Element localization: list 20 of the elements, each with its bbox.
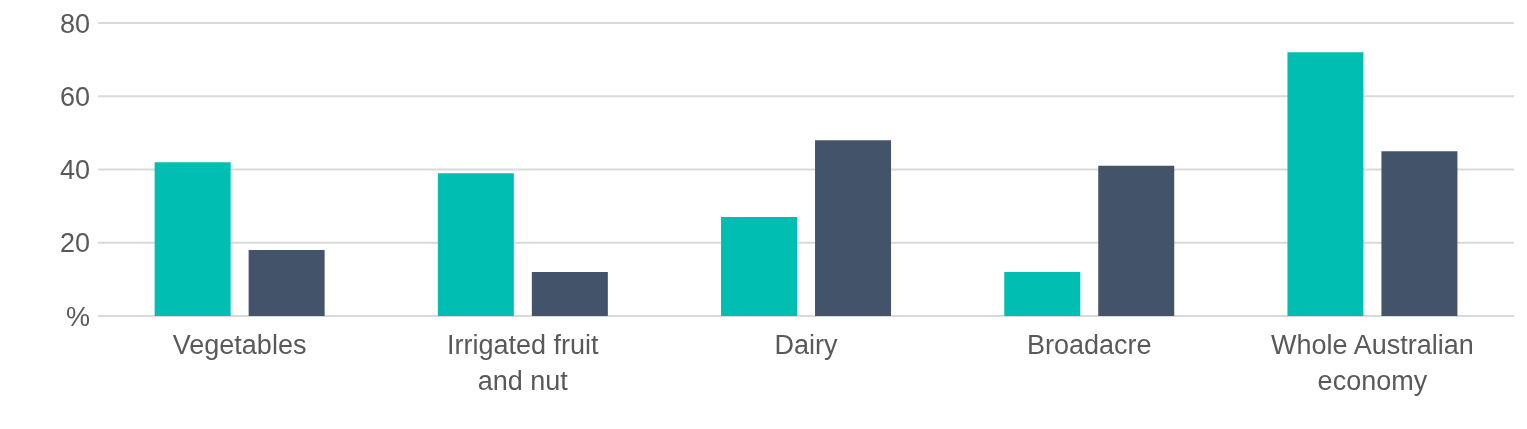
x-tick-label: Vegetables	[172, 330, 307, 360]
x-tick-label: Irrigated fruit and nut	[447, 330, 600, 396]
x-tick-label: Whole Australian economy	[1271, 330, 1474, 396]
y-tick-label: 40	[59, 155, 90, 186]
bar	[1098, 165, 1175, 316]
bar	[248, 250, 325, 316]
x-tick-label: Broadacre	[1026, 330, 1152, 360]
x-tick-label: Dairy	[774, 330, 838, 360]
bar	[154, 162, 231, 316]
bar	[1004, 272, 1081, 316]
bar	[721, 217, 798, 316]
bar	[815, 140, 892, 316]
y-tick-label: 80	[59, 8, 90, 39]
y-tick-label: 20	[59, 228, 90, 259]
bar	[437, 173, 514, 316]
bar	[1381, 151, 1458, 316]
y-tick-label: 60	[59, 81, 90, 112]
bar	[1287, 52, 1364, 316]
bar	[531, 272, 608, 316]
y-tick-label: %	[65, 301, 90, 332]
